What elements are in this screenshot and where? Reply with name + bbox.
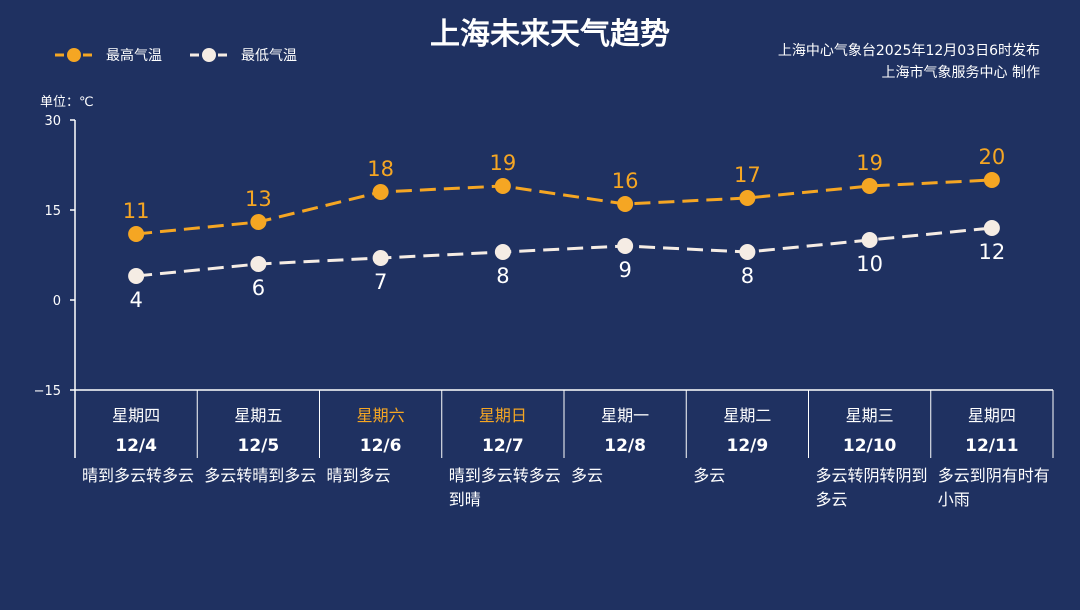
low-temp-point [983,220,1000,236]
date-label: 12/4 [115,436,157,456]
chart-title: 上海未来天气趋势 [430,17,670,52]
category-labels: 星期四 12/4 晴到多云转多云 星期五 12/5 多云转晴到多云 星期六 12/6 晴到多云 星… [82,406,1050,509]
series-lines [135,178,993,278]
weather-description: 多云 [693,466,725,485]
weekday-label: 星期五 [234,406,282,425]
weekday-label: 星期一 [601,406,649,425]
weather-description: 多云转晴到多云 [204,466,316,485]
weekday-label: 星期四 [112,406,160,425]
low-temp-point [250,256,267,272]
date-label: 12/8 [604,436,646,456]
weather-description: 晴到多云转多云到晴 [449,466,561,509]
low-temp-label: 12 [979,240,1006,264]
high-temp-label: 16 [612,169,639,193]
high-temp-label: 13 [245,187,272,211]
y-tick-label: 15 [44,204,61,219]
low-temp-point [861,232,878,248]
date-label: 12/9 [727,436,769,456]
low-temp-point [494,244,511,260]
weekday-label: 星期二 [723,406,771,425]
weekday-label: 星期四 [968,406,1016,425]
column-dividers [196,390,1054,458]
date-label: 12/10 [843,436,897,456]
weather-description: 多云到阴有时有小雨 [938,466,1050,509]
high-temp-label: 17 [734,163,761,187]
high-temp-label: 20 [979,145,1006,169]
legend: 最高气温 最低气温 [55,47,297,64]
y-tick-label: 0 [53,294,61,309]
low-temp-point [372,250,389,266]
legend-low-label: 最低气温 [241,48,297,64]
low-temp-label: 7 [374,270,387,294]
low-temp-point [617,238,634,254]
high-temp-point [372,184,389,200]
high-temp-point [739,190,756,206]
weather-description: 晴到多云 [327,466,391,485]
low-temp-label: 6 [252,276,265,300]
weekday-label: 星期三 [846,406,894,425]
source-line-1: 上海中心气象台2025年12月03日6时发布 [778,43,1040,59]
date-label: 12/6 [360,436,402,456]
weekday-label: 星期日 [479,406,527,425]
weather-description: 多云转阴转阴到多云 [816,466,928,509]
y-ticks: 30 15 0 −15 [34,114,75,399]
high-temp-label: 11 [123,199,150,223]
legend-high-marker [67,48,81,62]
high-temp-label: 19 [856,151,883,175]
high-temp-point [861,178,878,194]
low-temp-label: 10 [856,252,883,276]
legend-low-marker [202,48,216,62]
data-labels: 11 13 18 19 16 17 19 20 4 6 7 8 9 8 10 12 [123,145,1005,312]
high-temp-point [250,214,267,230]
low-temp-label: 8 [496,264,509,288]
high-temp-point [617,196,634,212]
high-temp-point [983,172,1000,188]
date-label: 12/11 [965,436,1019,456]
high-temp-point [494,178,511,194]
low-temp-point [739,244,756,260]
legend-high-label: 最高气温 [106,47,162,64]
low-temp-label: 8 [741,264,754,288]
high-temp-label: 19 [490,151,517,175]
high-temp-line [135,178,992,236]
source-line-2: 上海市气象服务中心 制作 [882,64,1040,81]
y-tick-label: 30 [44,114,61,129]
y-tick-label: −15 [34,384,61,399]
date-label: 12/5 [238,436,280,456]
high-temp-point [128,226,145,242]
weather-description: 晴到多云转多云 [82,466,194,485]
unit-label: 单位：℃ [40,95,94,110]
low-temp-label: 9 [618,258,631,282]
weather-description: 多云 [571,466,603,485]
series-points [128,172,1000,284]
date-label: 12/7 [482,436,524,456]
low-temp-point [128,268,145,284]
low-temp-label: 4 [129,288,142,312]
weekday-label: 星期六 [357,406,405,425]
high-temp-label: 18 [367,157,394,181]
